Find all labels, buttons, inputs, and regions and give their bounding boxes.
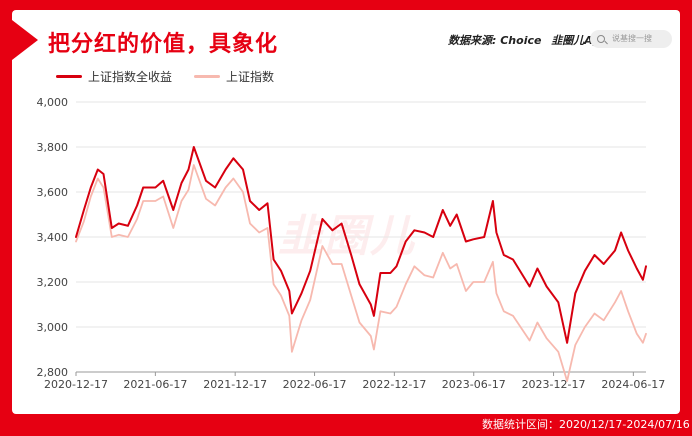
x-tick-label: 2021-12-17 <box>203 378 267 391</box>
x-tick-label: 2023-06-17 <box>442 378 506 391</box>
x-tick-label: 2024-06-17 <box>601 378 665 391</box>
legend-item-total-return: 上证指数全收益 <box>56 68 172 85</box>
x-tick-label: 2022-06-17 <box>283 378 347 391</box>
x-tick-label: 2023-12-17 <box>522 378 586 391</box>
x-tick-label: 2022-12-17 <box>362 378 426 391</box>
legend: 上证指数全收益 上证指数 <box>56 68 274 85</box>
legend-swatch-index <box>194 75 221 78</box>
page-title: 把分红的价值，具象化 <box>48 32 279 57</box>
y-tick-label: 2,800 <box>37 366 69 379</box>
search-icon <box>597 35 605 43</box>
series-line-index <box>75 164 647 382</box>
y-tick-label: 3,400 <box>37 231 69 244</box>
y-tick-label: 4,000 <box>37 96 69 109</box>
x-axis: 2020-12-17 2021-06-17 2021-12-17 2022-06-17… <box>44 372 665 391</box>
search-input[interactable]: 说基搜一搜 <box>612 34 652 43</box>
series-lines <box>75 146 647 382</box>
source-text: 数据来源: Choice <box>448 34 542 47</box>
grid <box>76 101 646 373</box>
y-tick-label: 3,000 <box>37 321 69 334</box>
legend-label-total-return: 上证指数全收益 <box>88 70 173 84</box>
footer-range: 数据统计区间：2020/12/17-2024/07/16 <box>482 418 690 431</box>
x-tick-label: 2020-12-17 <box>44 378 108 391</box>
legend-item-index: 上证指数 <box>194 68 274 85</box>
search-box[interactable]: 说基搜一搜 <box>590 30 672 48</box>
y-tick-label: 3,800 <box>37 141 69 154</box>
chart-card <box>12 10 680 414</box>
y-axis: 4,000 3,800 3,600 3,400 3,200 3,000 2,800 <box>37 96 69 379</box>
x-tick-label: 2021-06-17 <box>123 378 187 391</box>
legend-label-index: 上证指数 <box>226 70 275 84</box>
legend-swatch-total-return <box>56 75 82 78</box>
y-tick-label: 3,600 <box>37 186 69 199</box>
series-line-total-return <box>75 146 647 344</box>
y-tick-label: 3,200 <box>37 276 69 289</box>
